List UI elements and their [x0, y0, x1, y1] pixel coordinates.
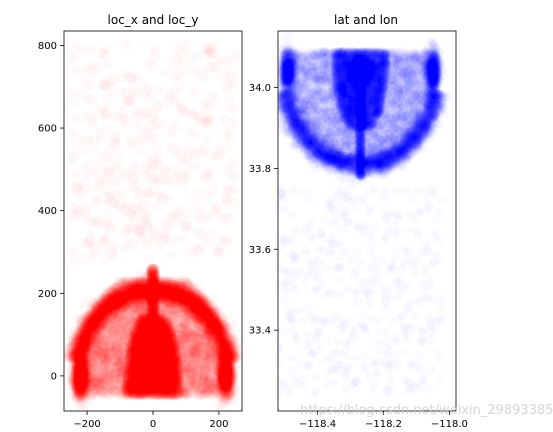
chart-title: loc_x and loc_y [108, 13, 199, 27]
plot-area [63, 30, 243, 412]
plot-background [64, 31, 242, 411]
